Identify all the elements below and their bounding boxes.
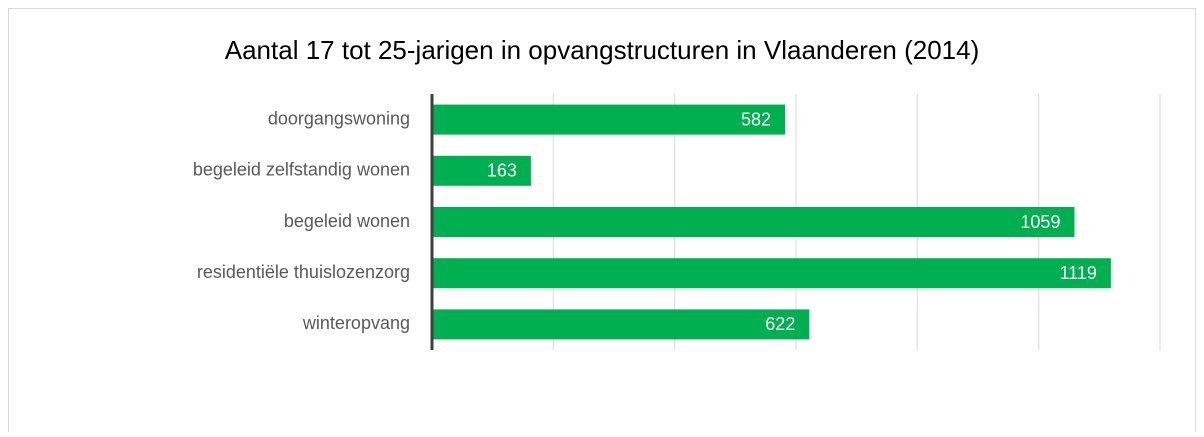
data-label: 622 <box>765 314 795 334</box>
bar <box>432 309 810 340</box>
data-label: 1119 <box>1059 263 1096 283</box>
data-label: 1059 <box>1020 212 1060 232</box>
y-tick-label: residentiële thuislozenzorg <box>197 262 410 282</box>
data-label: 582 <box>741 109 771 129</box>
y-tick-label: doorgangswoning <box>268 108 410 128</box>
bar <box>432 104 786 135</box>
y-tick-label: begeleid wonen <box>284 211 410 231</box>
bar <box>432 258 1111 289</box>
data-label: 163 <box>487 161 517 181</box>
y-tick-label: begeleid zelfstandig wonen <box>193 160 410 180</box>
bar <box>432 207 1075 237</box>
y-tick-label: winteropvang <box>302 313 410 333</box>
chart-title: Aantal 17 tot 25-jarigen in opvangstruct… <box>225 35 980 65</box>
bar <box>432 155 531 186</box>
